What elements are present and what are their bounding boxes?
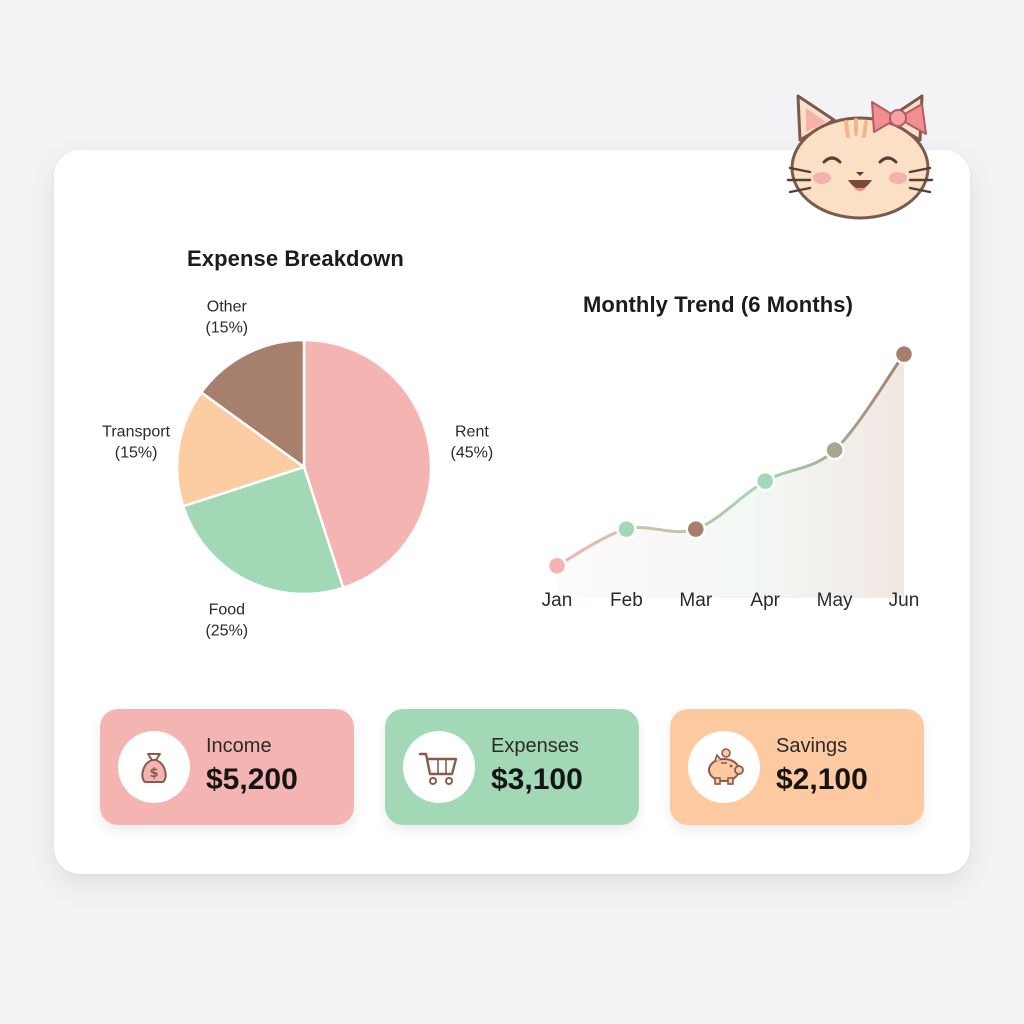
pie-label-other: Other [207, 299, 248, 316]
x-tick-mar: Mar [679, 590, 712, 611]
x-tick-apr: Apr [750, 590, 780, 611]
pie-percent-other: (15%) [205, 320, 248, 337]
savings-icon-circle [688, 731, 760, 803]
x-tick-may: May [817, 590, 853, 611]
x-tick-jun: Jun [889, 590, 920, 611]
money-bag-icon: $ [141, 753, 167, 783]
shopping-cart-icon [418, 752, 458, 785]
pie-slice-rent [302, 338, 433, 590]
pie-chart-title: Expense Breakdown [187, 246, 404, 271]
savings-label: Savings [776, 735, 848, 757]
pie-label-transport: Transport [102, 423, 170, 440]
pie-percent-food: (25%) [205, 623, 248, 640]
pie-slice-other [199, 338, 306, 470]
income-icon-circle: $ [118, 731, 190, 803]
income-value: $5,200 [206, 763, 298, 796]
expenses-icon-circle [403, 731, 475, 803]
line-chart-title: Monthly Trend (6 Months) [583, 292, 854, 317]
svg-text:$: $ [149, 766, 158, 781]
expenses-card: Expenses $3,100 [385, 709, 639, 825]
trend-point-jan [546, 555, 568, 577]
pie-percent-rent: (45%) [451, 444, 494, 461]
expenses-label: Expenses [491, 735, 579, 757]
pie-percent-transport: (15%) [115, 444, 158, 461]
income-card: $ Income $5,200 [100, 709, 354, 825]
dashboard-card: Expense Breakdown Rent (45%) Food (25%) Tran… [54, 150, 970, 874]
savings-value: $2,100 [776, 763, 868, 796]
pie-slice-food [181, 465, 345, 596]
trend-point-apr [754, 470, 776, 492]
x-tick-feb: Feb [610, 590, 643, 611]
pie-label-rent: Rent [455, 423, 489, 440]
trend-point-jun [893, 343, 915, 365]
savings-card: Savings $2,100 [670, 709, 924, 825]
trend-area [557, 354, 904, 598]
pie-slice-transport [175, 390, 307, 508]
monthly-trend-chart: Jan Feb Mar Apr May Jun [542, 343, 920, 611]
expense-pie-chart: Rent (45%) Food (25%) Transport (15%) Other (15… [102, 299, 494, 640]
pie-label-food: Food [209, 602, 245, 619]
piggy-bank-icon [708, 748, 744, 785]
cat-mascot-icon [786, 94, 934, 220]
trend-point-feb [616, 518, 637, 540]
income-label: Income [206, 735, 272, 757]
trend-point-may [824, 439, 845, 461]
trend-point-mar [685, 518, 707, 540]
x-tick-jan: Jan [542, 590, 573, 611]
expenses-value: $3,100 [491, 763, 583, 796]
